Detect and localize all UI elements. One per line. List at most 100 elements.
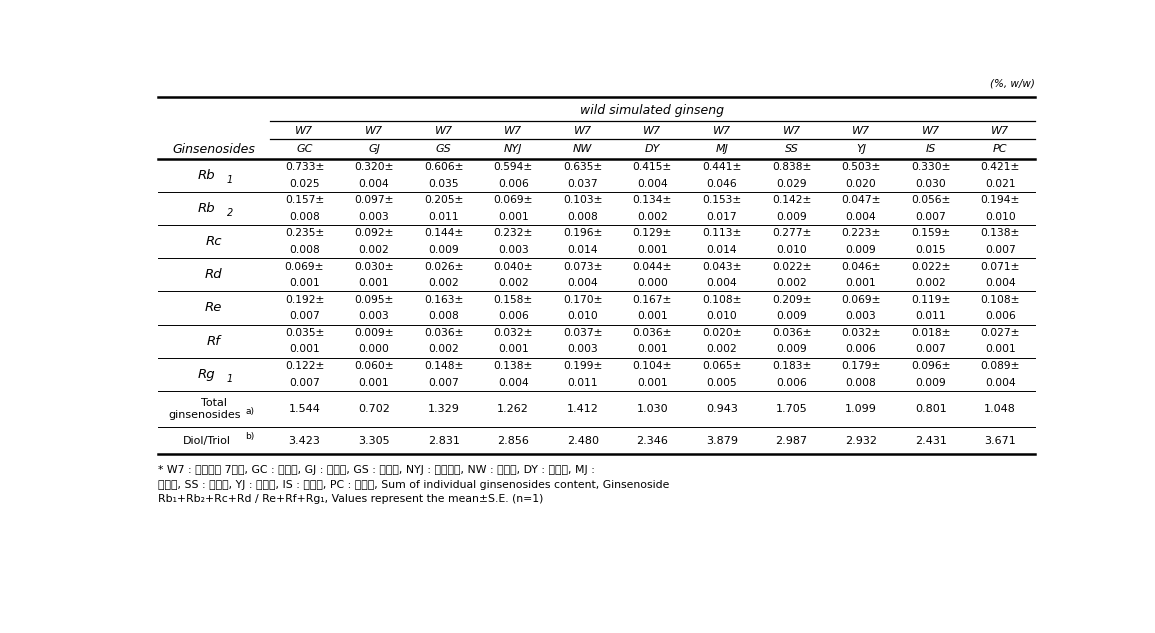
Text: 2.987: 2.987 [775, 436, 807, 446]
Text: 0.018±: 0.018± [911, 328, 951, 338]
Text: 0.004: 0.004 [359, 179, 389, 189]
Text: 0.183±: 0.183± [772, 361, 811, 371]
Text: 0.015: 0.015 [916, 245, 946, 255]
Text: 0.069±: 0.069± [841, 295, 881, 304]
Text: Rd: Rd [204, 268, 223, 281]
Text: 0.014: 0.014 [567, 245, 598, 255]
Text: W7: W7 [991, 125, 1009, 135]
Text: 0.594±: 0.594± [493, 162, 532, 172]
Text: GJ: GJ [368, 144, 380, 154]
Text: 0.006: 0.006 [985, 311, 1015, 322]
Text: GC: GC [297, 144, 313, 154]
Text: 0.010: 0.010 [567, 311, 598, 322]
Text: 0.009: 0.009 [915, 377, 946, 387]
Text: 2.856: 2.856 [498, 436, 529, 446]
Text: 0.138±: 0.138± [981, 229, 1020, 239]
Text: 0.001: 0.001 [498, 212, 529, 222]
Text: MJ: MJ [715, 144, 729, 154]
Text: Re: Re [206, 301, 223, 315]
Text: 0.943: 0.943 [706, 404, 738, 414]
Text: 0.157±: 0.157± [285, 195, 325, 205]
Text: 0.029: 0.029 [776, 179, 807, 189]
Text: 1: 1 [226, 175, 233, 185]
Text: 0.002: 0.002 [429, 344, 459, 354]
Text: 0.113±: 0.113± [702, 229, 742, 239]
Text: 0.103±: 0.103± [562, 195, 603, 205]
Text: 0.606±: 0.606± [424, 162, 463, 172]
Text: 0.009: 0.009 [776, 212, 807, 222]
Text: 0.179±: 0.179± [841, 361, 881, 371]
Text: NW: NW [573, 144, 593, 154]
Text: 0.733±: 0.733± [285, 162, 325, 172]
Text: 0.415±: 0.415± [633, 162, 672, 172]
Text: 0.011: 0.011 [916, 311, 946, 322]
Text: 0.001: 0.001 [638, 344, 668, 354]
Text: 0.036±: 0.036± [633, 328, 672, 338]
Text: 0.030: 0.030 [915, 179, 946, 189]
Text: 0.108±: 0.108± [702, 295, 742, 304]
Text: 0.702: 0.702 [358, 404, 390, 414]
Text: 0.004: 0.004 [845, 212, 877, 222]
Text: 0.002: 0.002 [707, 344, 737, 354]
Text: 0.163±: 0.163± [424, 295, 463, 304]
Text: 0.044±: 0.044± [633, 261, 672, 272]
Text: Rb: Rb [198, 169, 215, 182]
Text: Rc: Rc [206, 235, 222, 248]
Text: ginsenosides: ginsenosides [169, 410, 241, 420]
Text: 0.065±: 0.065± [702, 361, 742, 371]
Text: (%, w/w): (%, w/w) [990, 78, 1035, 88]
Text: 0.073±: 0.073± [562, 261, 603, 272]
Text: W7: W7 [434, 125, 453, 135]
Text: 0.003: 0.003 [498, 245, 529, 255]
Text: a): a) [245, 406, 254, 415]
Text: 0.007: 0.007 [915, 212, 946, 222]
Text: 0.014: 0.014 [707, 245, 737, 255]
Text: 0.071±: 0.071± [981, 261, 1020, 272]
Text: 0.020: 0.020 [845, 179, 877, 189]
Text: 0.232±: 0.232± [493, 229, 532, 239]
Text: 0.001: 0.001 [638, 311, 668, 322]
Text: 1: 1 [226, 374, 233, 384]
Text: 1.544: 1.544 [289, 404, 320, 414]
Text: 0.010: 0.010 [985, 212, 1015, 222]
Text: 3.423: 3.423 [289, 436, 320, 446]
Text: 0.025: 0.025 [289, 179, 320, 189]
Text: W7: W7 [504, 125, 522, 135]
Text: 2.346: 2.346 [636, 436, 669, 446]
Text: 0.003: 0.003 [359, 212, 389, 222]
Text: 0.069±: 0.069± [285, 261, 325, 272]
Text: 0.017: 0.017 [707, 212, 737, 222]
Text: W7: W7 [365, 125, 383, 135]
Text: 0.006: 0.006 [776, 377, 807, 387]
Text: 0.022±: 0.022± [772, 261, 811, 272]
Text: 0.046±: 0.046± [841, 261, 881, 272]
Text: 0.001: 0.001 [498, 344, 529, 354]
Text: 0.006: 0.006 [845, 344, 877, 354]
Text: 0.134±: 0.134± [633, 195, 672, 205]
Text: 2.932: 2.932 [845, 436, 877, 446]
Text: 0.104±: 0.104± [633, 361, 672, 371]
Text: 0.441±: 0.441± [702, 162, 742, 172]
Text: * W7 : 곸울채집 7년근, GC : 거창산, GJ : 공주산, GS : 금산산, NYJ : 남양주산, NW : 남원산, DY : 단양산, M: * W7 : 곸울채집 7년근, GC : 거창산, GJ : 공주산, GS … [158, 465, 595, 475]
Text: W7: W7 [852, 125, 870, 135]
Text: W7: W7 [782, 125, 800, 135]
Text: 0.003: 0.003 [359, 311, 389, 322]
Text: 0.209±: 0.209± [772, 295, 811, 304]
Text: 0.838±: 0.838± [772, 162, 811, 172]
Text: 0.196±: 0.196± [564, 229, 603, 239]
Text: Rg: Rg [198, 368, 215, 381]
Text: 0.060±: 0.060± [355, 361, 394, 371]
Text: 0.036±: 0.036± [424, 328, 463, 338]
Text: 0.235±: 0.235± [285, 229, 325, 239]
Text: W7: W7 [713, 125, 731, 135]
Text: 0.170±: 0.170± [562, 295, 603, 304]
Text: 0.004: 0.004 [498, 377, 529, 387]
Text: 0.002: 0.002 [638, 212, 668, 222]
Text: 0.144±: 0.144± [424, 229, 463, 239]
Text: 0.003: 0.003 [845, 311, 877, 322]
Text: 0.026±: 0.026± [424, 261, 463, 272]
Text: 0.047±: 0.047± [841, 195, 881, 205]
Text: GS: GS [435, 144, 452, 154]
Text: 1.099: 1.099 [845, 404, 877, 414]
Text: 1.329: 1.329 [427, 404, 460, 414]
